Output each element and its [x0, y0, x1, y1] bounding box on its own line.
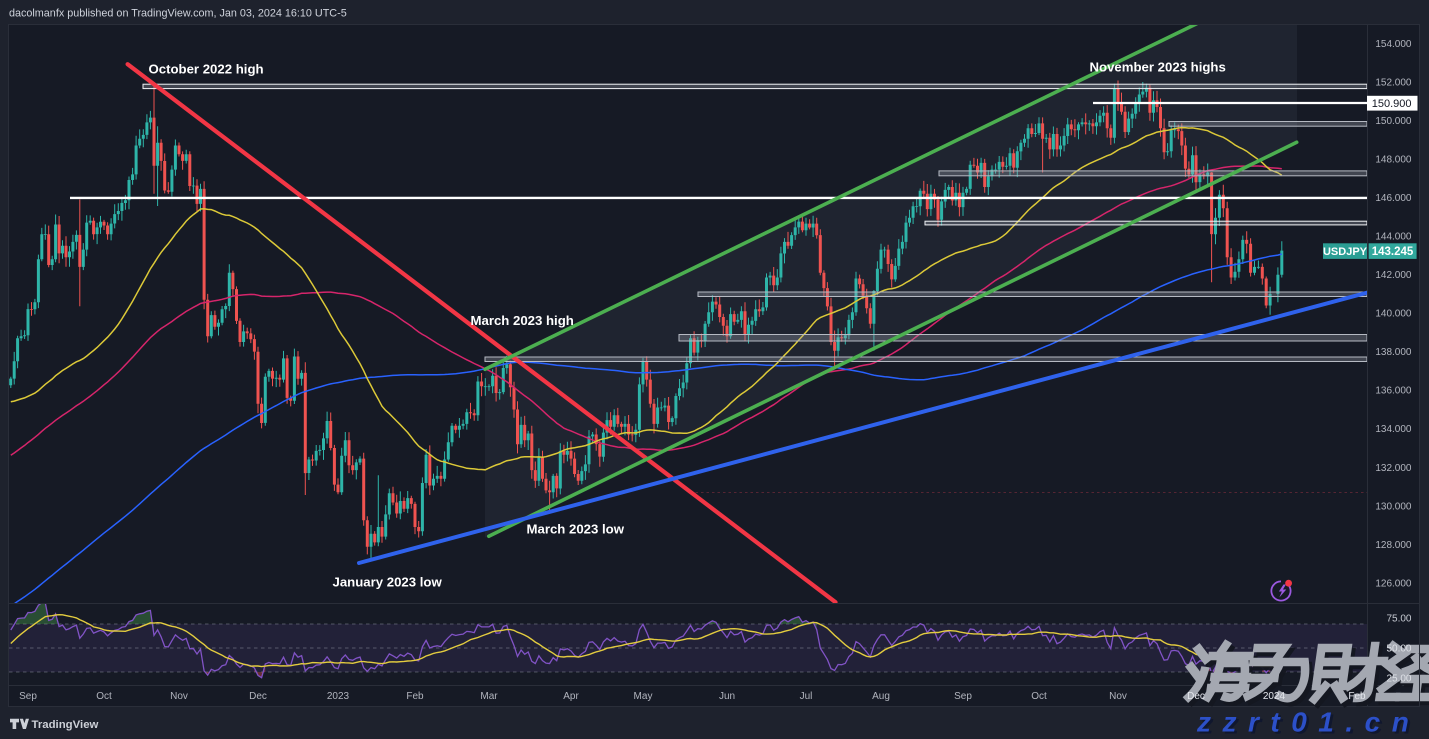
svg-text:25.00: 25.00 — [1386, 674, 1411, 685]
svg-text:Feb: Feb — [406, 691, 424, 702]
svg-text:Apr: Apr — [563, 691, 579, 702]
svg-text:130.000: 130.000 — [1375, 501, 1412, 512]
svg-text:Feb: Feb — [1348, 691, 1366, 702]
svg-text:Oct: Oct — [96, 691, 112, 702]
svg-text:136.000: 136.000 — [1375, 386, 1412, 397]
svg-text:150.000: 150.000 — [1375, 116, 1412, 127]
svg-text:50.00: 50.00 — [1386, 644, 1411, 655]
svg-text:134.000: 134.000 — [1375, 424, 1412, 435]
svg-text:TradingView: TradingView — [32, 719, 99, 731]
svg-text:January 2023 low: January 2023 low — [333, 575, 443, 590]
svg-text:154.000: 154.000 — [1375, 39, 1412, 50]
svg-text:128.000: 128.000 — [1375, 540, 1412, 551]
svg-text:143.245: 143.245 — [1372, 246, 1414, 258]
svg-text:zzrt01.cn: zzrt01.cn — [1199, 709, 1423, 739]
svg-text:Nov: Nov — [170, 691, 188, 702]
svg-text:November 2023 highs: November 2023 highs — [1090, 60, 1226, 75]
svg-text:October 2022 high: October 2022 high — [149, 62, 264, 77]
svg-text:140.000: 140.000 — [1375, 309, 1412, 320]
svg-text:May: May — [634, 691, 653, 702]
svg-text:2023: 2023 — [327, 691, 350, 702]
svg-text:Jul: Jul — [800, 691, 813, 702]
svg-text:Nov: Nov — [1109, 691, 1127, 702]
svg-text:March 2023 low: March 2023 low — [527, 522, 625, 537]
svg-text:March 2023 high: March 2023 high — [471, 313, 574, 328]
svg-text:152.000: 152.000 — [1375, 77, 1412, 88]
svg-text:Aug: Aug — [872, 691, 890, 702]
svg-text:138.000: 138.000 — [1375, 347, 1412, 358]
svg-text:Oct: Oct — [1031, 691, 1047, 702]
svg-text:132.000: 132.000 — [1375, 463, 1412, 474]
svg-text:146.000: 146.000 — [1375, 193, 1412, 204]
svg-text:150.900: 150.900 — [1372, 98, 1412, 110]
svg-text:2024: 2024 — [1263, 691, 1286, 702]
svg-text:126.000: 126.000 — [1375, 578, 1412, 589]
svg-text:Dec: Dec — [1187, 691, 1205, 702]
svg-text:Sep: Sep — [19, 691, 37, 702]
svg-text:zzrt01.cn: zzrt01.cn — [1196, 707, 1420, 738]
svg-text:144.000: 144.000 — [1375, 232, 1412, 243]
svg-text:Dec: Dec — [249, 691, 267, 702]
svg-text:75.00: 75.00 — [1386, 614, 1411, 625]
svg-text:148.000: 148.000 — [1375, 155, 1412, 166]
svg-text:dacolmanfx published on Tradin: dacolmanfx published on TradingView.com,… — [9, 8, 347, 20]
svg-text:Mar: Mar — [480, 691, 498, 702]
svg-text:USDJPY: USDJPY — [1323, 246, 1368, 258]
svg-text:142.000: 142.000 — [1375, 270, 1412, 281]
svg-text:Sep: Sep — [954, 691, 972, 702]
svg-text:Jun: Jun — [719, 691, 735, 702]
